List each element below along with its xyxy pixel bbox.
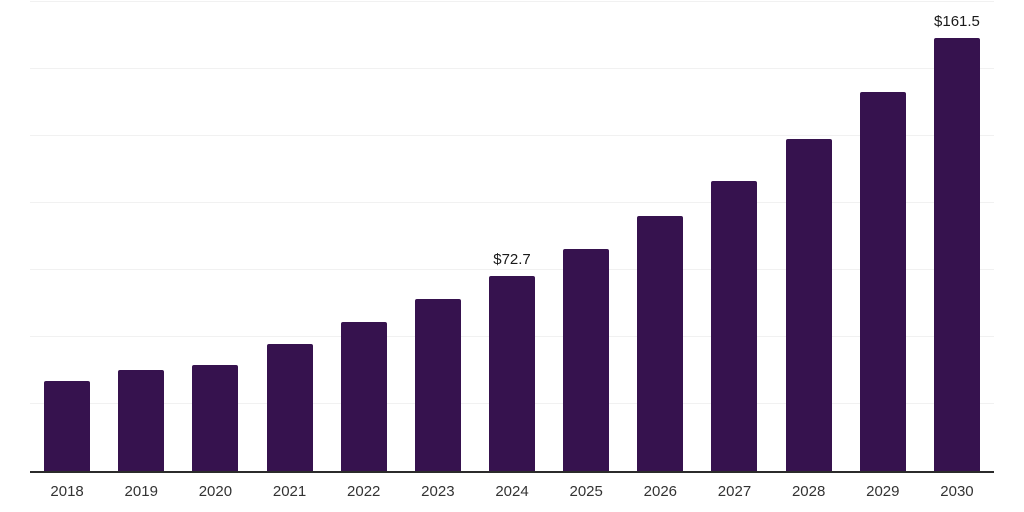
bar-slot-2024: $72.7 <box>475 2 549 471</box>
bar-slot-2022 <box>327 2 401 471</box>
gridline <box>30 269 994 270</box>
gridline <box>30 68 994 69</box>
x-tick-label-2022: 2022 <box>347 483 381 500</box>
bar-slot-2028 <box>772 2 846 471</box>
x-tick-label-2024: 2024 <box>495 483 529 500</box>
bar-slot-2019 <box>104 2 178 471</box>
gridline <box>30 1 994 2</box>
x-tick-label-2023: 2023 <box>421 483 455 500</box>
bar-2029[interactable] <box>859 91 906 471</box>
bar-2018[interactable] <box>44 381 91 471</box>
bar-value-label-2030: $161.5 <box>934 13 980 31</box>
x-tick-label-2021: 2021 <box>272 483 307 500</box>
bar-2021[interactable] <box>266 344 313 471</box>
x-tick-label-2020: 2020 <box>198 483 233 500</box>
bar-2027[interactable] <box>711 180 758 471</box>
x-tick-label-2026: 2026 <box>643 483 678 500</box>
x-tick-label-2030: 2030 <box>940 483 974 500</box>
bar-2024[interactable] <box>489 276 536 471</box>
bar-2023[interactable] <box>414 298 461 471</box>
x-axis-labels: 2018 2019 2020 2021 2022 2023 2024 2025 2026 2027… <box>30 483 994 501</box>
x-tick-label-2029: 2029 <box>866 483 900 500</box>
x-tick-label-2025: 2025 <box>569 483 603 500</box>
bar-slot-2020 <box>178 2 252 471</box>
bar-2026[interactable] <box>637 216 684 471</box>
bar-slot-2026 <box>623 2 697 471</box>
bar-slot-2023 <box>401 2 475 471</box>
x-axis-line <box>30 471 994 473</box>
bar-slot-2018 <box>30 2 104 471</box>
bar-2020[interactable] <box>192 365 239 471</box>
x-tick-label-2028: 2028 <box>791 483 826 500</box>
bar-2022[interactable] <box>340 322 387 471</box>
bar-2019[interactable] <box>118 369 165 471</box>
bar-2028[interactable] <box>785 139 832 471</box>
gridline <box>30 135 994 136</box>
bar-slot-2030: $161.5 <box>920 2 994 471</box>
x-tick-label-2027: 2027 <box>717 483 752 500</box>
bars-container: $72.7 $161.5 <box>30 2 994 471</box>
bar-value-label-2024: $72.7 <box>493 251 531 269</box>
x-tick-label-2018: 2018 <box>50 483 84 500</box>
bar-2030[interactable] <box>933 38 980 471</box>
bar-slot-2025 <box>549 2 623 471</box>
x-tick-label-2019: 2019 <box>124 483 158 500</box>
gridline <box>30 202 994 203</box>
bar-slot-2029 <box>846 2 920 471</box>
bar-slot-2021 <box>252 2 326 471</box>
plot-area: $72.7 $161.5 <box>30 1 994 471</box>
bar-2025[interactable] <box>563 248 610 471</box>
bar-slot-2027 <box>697 2 771 471</box>
